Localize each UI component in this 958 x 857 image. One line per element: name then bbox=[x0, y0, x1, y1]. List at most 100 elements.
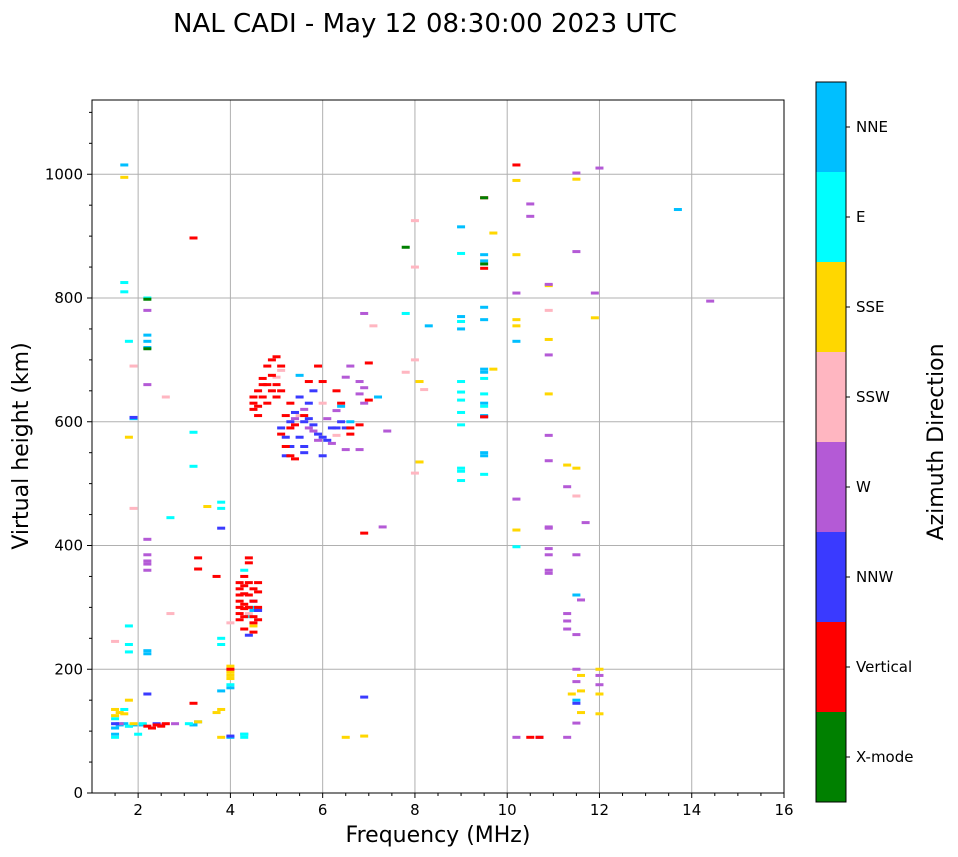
echo-point-sse bbox=[129, 722, 138, 726]
echo-point-e bbox=[240, 732, 249, 736]
echo-point-vertical bbox=[244, 593, 253, 597]
echo-point-nnw bbox=[281, 435, 290, 439]
echo-point-sse bbox=[512, 324, 521, 328]
echo-point-vertical bbox=[244, 561, 253, 565]
echo-point-ssw bbox=[401, 370, 410, 374]
echo-point-vertical bbox=[157, 724, 166, 728]
echo-point-e bbox=[512, 545, 521, 549]
echo-point-nnw bbox=[323, 438, 332, 442]
echo-point-e bbox=[457, 466, 466, 470]
echo-point-e bbox=[401, 311, 410, 315]
echo-point-e bbox=[217, 643, 226, 646]
echo-point-vertical bbox=[235, 599, 244, 603]
echo-point-nne bbox=[572, 698, 581, 702]
echo-point-nne bbox=[111, 732, 120, 736]
echo-point-vertical bbox=[254, 404, 263, 408]
echo-point-w bbox=[143, 537, 152, 541]
echo-point-nnw bbox=[290, 410, 299, 414]
echo-layer bbox=[111, 163, 715, 739]
y-axis-ticks: 0 200 400 600 800 1000 bbox=[45, 111, 92, 802]
echo-point-w bbox=[378, 525, 387, 529]
echo-point-w bbox=[563, 485, 572, 489]
echo-point-w bbox=[544, 459, 553, 463]
echo-point-vertical bbox=[267, 358, 276, 362]
echo-point-sse bbox=[212, 711, 221, 715]
echo-point-ssw bbox=[244, 612, 253, 616]
echo-point-nne bbox=[143, 652, 152, 656]
echo-point-e bbox=[480, 472, 489, 476]
echo-point-sse bbox=[203, 505, 212, 509]
echo-point-x-mode bbox=[480, 262, 489, 266]
echo-point-nne bbox=[346, 420, 355, 424]
echo-point-w bbox=[544, 553, 553, 557]
echo-point-sse bbox=[120, 175, 129, 179]
echo-point-w bbox=[544, 353, 553, 357]
echo-point-sse bbox=[512, 253, 521, 257]
echo-point-e bbox=[457, 469, 466, 473]
echo-point-nne bbox=[480, 305, 489, 309]
echo-point-vertical bbox=[480, 415, 489, 419]
echo-point-vertical bbox=[286, 454, 295, 458]
echo-point-nnw bbox=[304, 401, 313, 405]
y-tick-label: 200 bbox=[54, 660, 83, 678]
colorbar-swatch bbox=[816, 352, 846, 442]
echo-point-vertical bbox=[235, 593, 244, 597]
echo-point-w bbox=[512, 735, 521, 739]
echo-point-w bbox=[143, 383, 152, 387]
echo-point-nne bbox=[480, 253, 489, 257]
echo-point-ssw bbox=[410, 358, 419, 362]
echo-point-vertical bbox=[254, 414, 263, 418]
plot-frame bbox=[91, 99, 785, 794]
echo-point-e bbox=[480, 376, 489, 380]
echo-point-vertical bbox=[337, 401, 346, 405]
echo-point-nnw bbox=[295, 395, 304, 399]
echo-point-nne bbox=[120, 722, 129, 726]
echo-point-sse bbox=[111, 707, 120, 711]
echo-point-nne bbox=[226, 686, 235, 690]
echo-point-w bbox=[309, 429, 318, 433]
echo-point-vertical bbox=[272, 383, 281, 387]
echo-point-vertical bbox=[194, 567, 203, 571]
echo-point-w bbox=[526, 202, 535, 206]
echo-point-e bbox=[457, 423, 466, 427]
echo-point-nne bbox=[189, 723, 198, 727]
echo-point-nne bbox=[249, 605, 258, 609]
echo-point-w bbox=[572, 680, 581, 684]
colorbar-swatch bbox=[816, 622, 846, 712]
echo-point-nnw bbox=[300, 445, 309, 448]
x-tick-label: 4 bbox=[226, 801, 236, 819]
echo-point-nne bbox=[217, 689, 226, 693]
echo-point-ssw bbox=[111, 639, 120, 643]
echo-point-w bbox=[323, 417, 332, 421]
echo-point-vertical bbox=[272, 395, 281, 399]
echo-point-w bbox=[544, 571, 553, 575]
echo-point-w bbox=[327, 441, 336, 445]
echo-point-vertical bbox=[254, 389, 263, 393]
echo-point-e bbox=[480, 392, 489, 396]
echo-point-ssw bbox=[420, 388, 429, 392]
echo-point-nnw bbox=[304, 417, 313, 421]
echo-point-vertical bbox=[235, 587, 244, 591]
echo-point-ssw bbox=[272, 375, 281, 379]
echo-point-nne bbox=[143, 333, 152, 337]
echo-point-ssw bbox=[318, 401, 327, 405]
echo-point-sse bbox=[120, 712, 129, 716]
echo-point-e bbox=[124, 650, 133, 654]
echo-point-nnw bbox=[226, 734, 235, 738]
x-axis-label: Frequency (MHz) bbox=[346, 823, 531, 848]
echo-point-sse bbox=[489, 231, 498, 235]
colorbar-label: X-mode bbox=[856, 748, 913, 766]
echo-point-sse bbox=[226, 673, 235, 677]
colorbar-swatch bbox=[816, 262, 846, 352]
echo-point-w bbox=[143, 562, 152, 566]
echo-point-x-mode bbox=[143, 297, 152, 301]
echo-point-nne bbox=[480, 454, 489, 458]
echo-point-w bbox=[346, 364, 355, 368]
echo-point-vertical bbox=[235, 612, 244, 616]
colorbar-label: SSW bbox=[856, 388, 890, 406]
echo-point-vertical bbox=[249, 599, 258, 603]
echo-point-nnw bbox=[286, 445, 295, 448]
echo-point-vertical bbox=[535, 735, 544, 739]
echo-point-nne bbox=[457, 225, 466, 229]
colorbar-label: Vertical bbox=[856, 658, 912, 676]
